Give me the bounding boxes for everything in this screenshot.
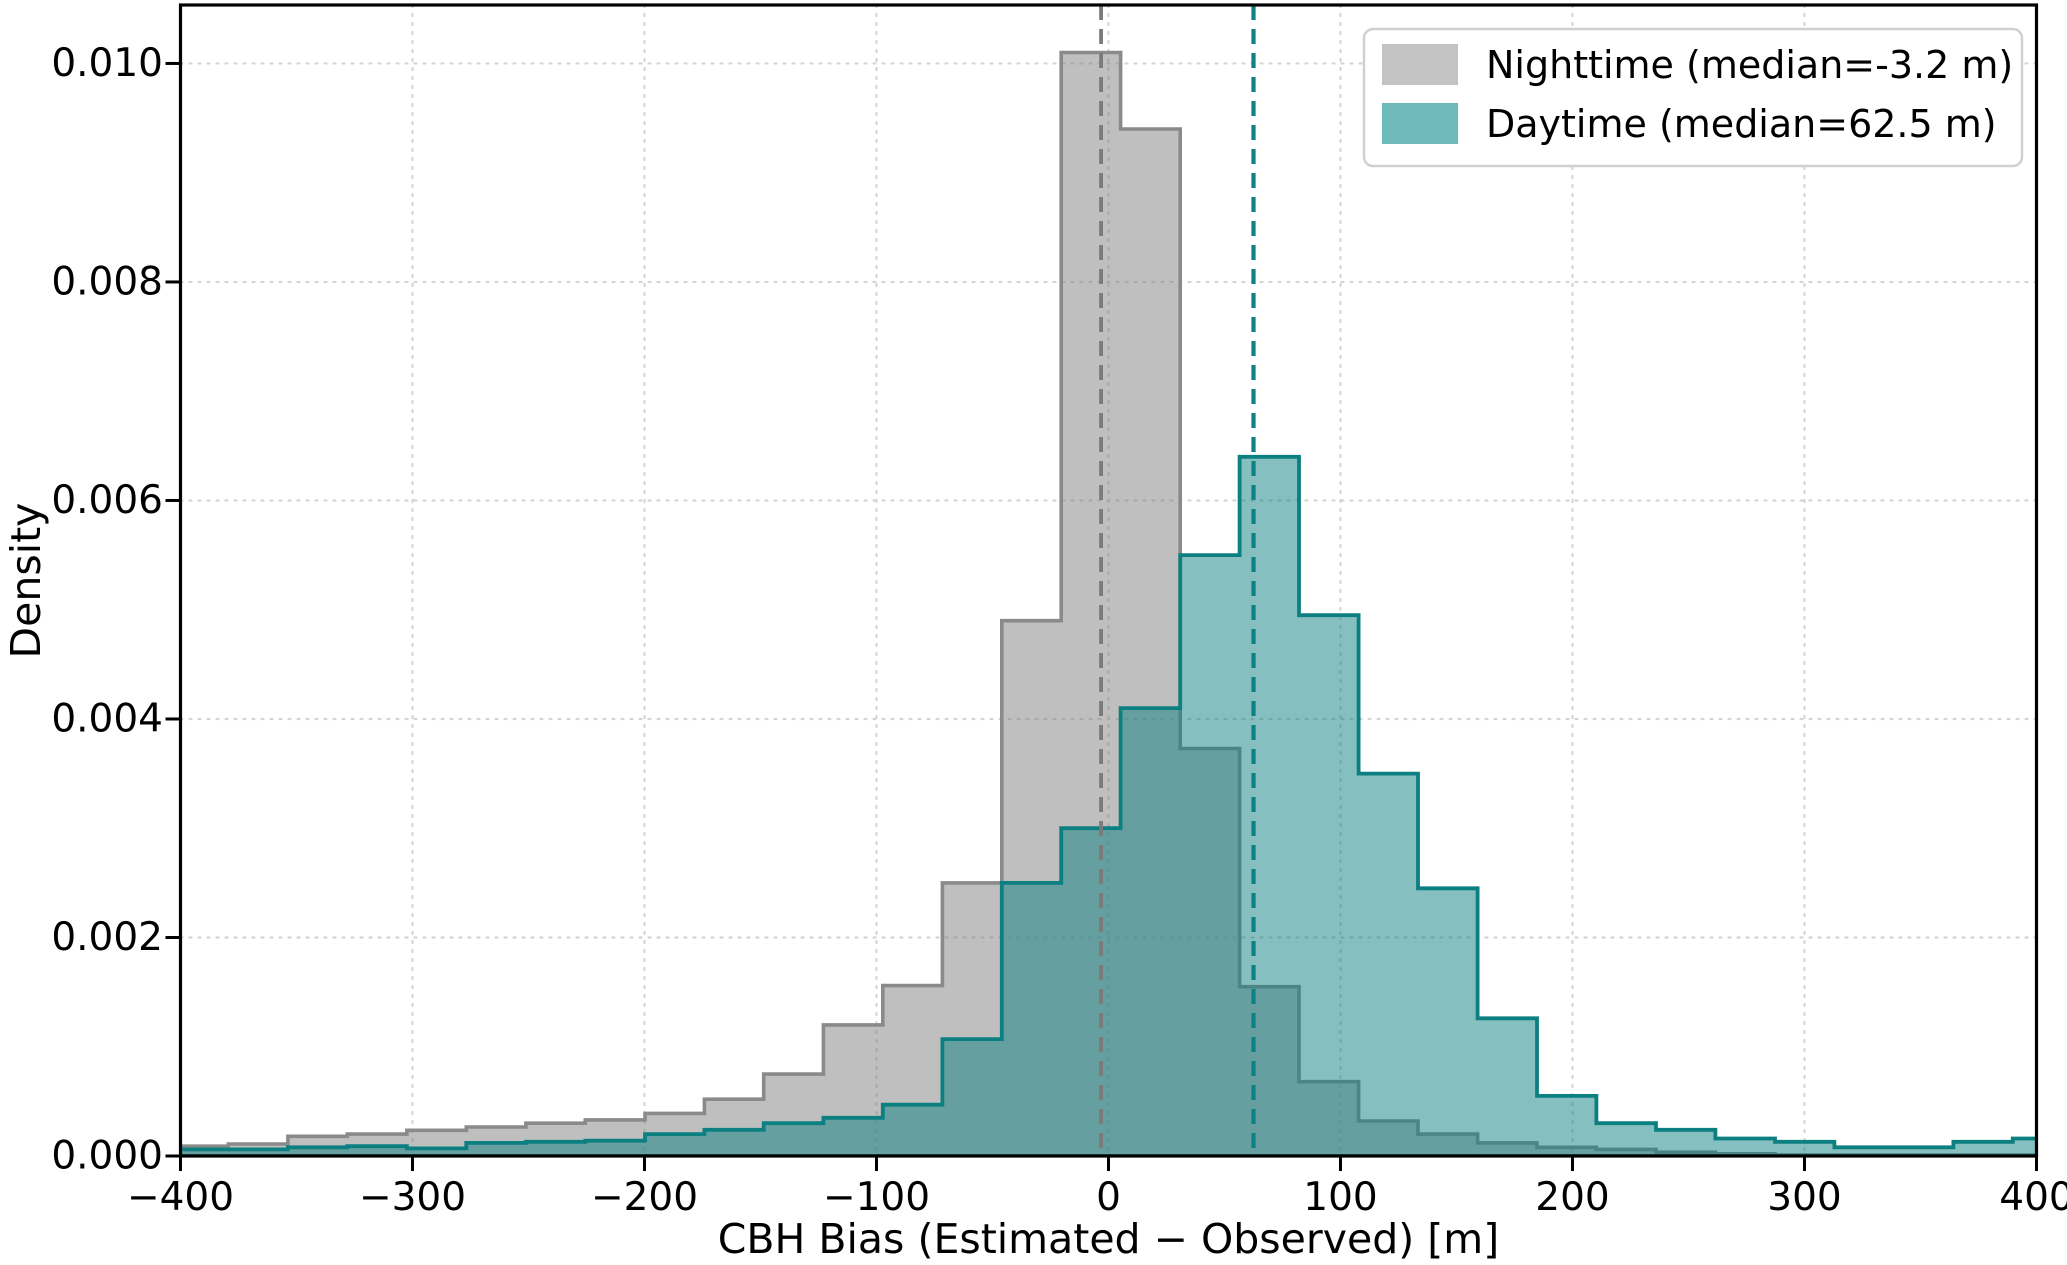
daytime-legend-swatch	[1382, 103, 1458, 144]
y-axis-label: Density	[2, 503, 50, 659]
y-tick-label: 0.002	[51, 915, 163, 960]
daytime-histogram-outline	[180, 454, 2037, 1156]
x-tick-label: −400	[127, 1175, 234, 1220]
x-tick-label: 200	[1535, 1175, 1609, 1220]
x-tick-label: 400	[1999, 1175, 2067, 1220]
nighttime-histogram-fill	[180, 52, 2037, 1156]
x-tick-label: −200	[591, 1175, 698, 1220]
nighttime-legend-label: Nighttime (median=-3.2 m)	[1486, 43, 2013, 87]
y-tick-label: 0.006	[51, 478, 163, 523]
x-tick-label: 0	[1096, 1175, 1121, 1220]
daytime-legend-label: Daytime (median=62.5 m)	[1486, 102, 1997, 146]
x-axis-label: CBH Bias (Estimated − Observed) [m]	[718, 1215, 1499, 1263]
series-daytime	[180, 454, 2037, 1156]
y-tick-label: 0.000	[51, 1134, 163, 1179]
nighttime-legend-swatch	[1382, 44, 1458, 85]
y-tick-label: 0.010	[51, 41, 163, 86]
x-tick-label: −300	[359, 1175, 466, 1220]
y-tick-label: 0.008	[51, 259, 163, 304]
y-tick-label: 0.004	[51, 696, 163, 741]
x-tick-label: 100	[1303, 1175, 1377, 1220]
legend: Nighttime (median=-3.2 m) Daytime (median…	[1362, 27, 2024, 168]
daytime-histogram-fill	[180, 456, 2037, 1156]
y-axis: 0.000 0.002 0.004 0.006 0.008 0.010	[51, 41, 181, 1179]
legend-box	[1362, 27, 2024, 168]
x-tick-label: −100	[823, 1175, 930, 1220]
x-axis: −400 −300 −200 −100 0 100 200 300 400	[127, 1156, 2067, 1220]
x-tick-label: 300	[1767, 1175, 1841, 1220]
